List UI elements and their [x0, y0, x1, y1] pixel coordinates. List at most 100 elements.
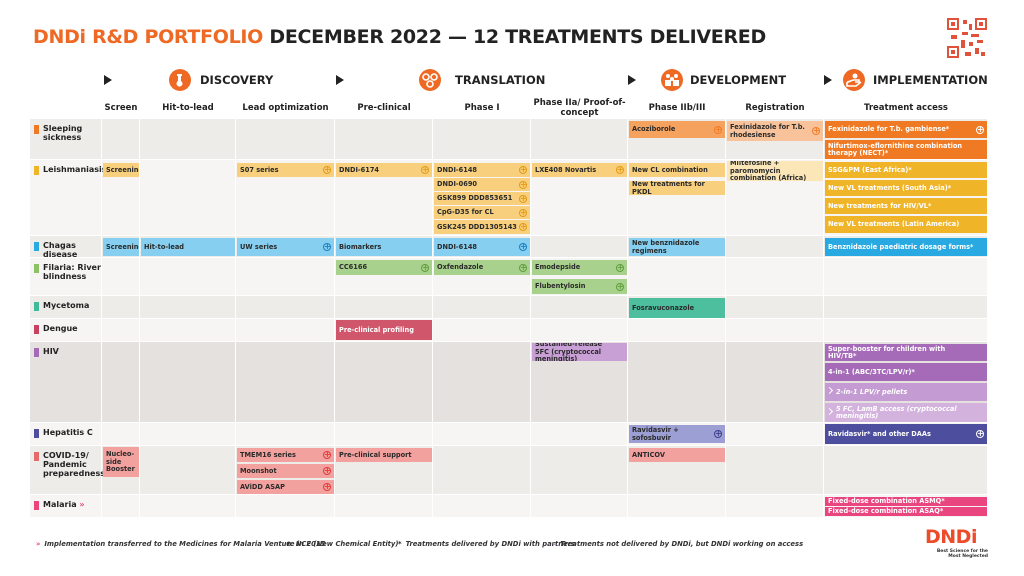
project-label: 4-in-1 (ABC/3TC/LPV/r)* [828, 367, 915, 376]
column-header: Phase I [464, 103, 500, 113]
column-header: Lead optimization [242, 103, 329, 113]
grid-cell [102, 319, 139, 341]
disease-marker [34, 429, 39, 438]
access-chevron [825, 386, 834, 395]
access-chevron [825, 407, 834, 415]
grid-cell [726, 296, 823, 318]
nce-icon: + [519, 179, 527, 189]
column-header: Pre-clinical [357, 103, 411, 113]
project-box: Pre-clinical support [336, 448, 432, 462]
disease-label: Sleeping sickness [43, 124, 83, 142]
project-box: TMEM16 series + [237, 448, 334, 462]
disease-marker [34, 264, 39, 273]
grid-cell [726, 342, 823, 422]
grid-cell [335, 495, 432, 517]
stage-icon [661, 69, 683, 91]
nce-icon: + [519, 165, 527, 174]
grid-cell [531, 495, 627, 517]
project-label: CC6166 [339, 263, 368, 272]
stage-icon [169, 69, 191, 91]
grid-cell [236, 495, 334, 517]
grid-cell [531, 423, 627, 445]
project-label: 5 FC, LamB access (cryptococcal meningit… [836, 404, 957, 420]
nce-icon: + [519, 207, 527, 217]
project-label: Screening [106, 242, 139, 251]
project-box: Biomarkers [336, 238, 432, 256]
disease-marker [34, 501, 39, 510]
stage-label: IMPLEMENTATION [873, 73, 988, 87]
project-label: Flubentylosin [535, 282, 586, 291]
grid-cell [102, 119, 139, 159]
grid-cell [140, 423, 235, 445]
project-label: Hit-to-lead [144, 242, 184, 251]
project-box: Miltefosine + paromomycin combination (A… [727, 161, 823, 181]
stage-arrow [336, 75, 344, 85]
project-label: Fexinidazole for T.b. rhodesiense [730, 123, 805, 139]
nce-icon: + [616, 262, 624, 272]
grid-cell [236, 423, 334, 445]
grid-cell [726, 236, 823, 257]
disease-label: Hepatitis C [43, 428, 93, 437]
grid-cell [824, 296, 987, 318]
stage-label: TRANSLATION [455, 73, 546, 87]
project-box: 4-in-1 (ABC/3TC/LPV/r)* [825, 363, 987, 381]
project-label: DNDI-6148 [437, 165, 478, 174]
project-box: UW series + [237, 238, 334, 256]
disease-label: Chagas disease [43, 241, 78, 259]
nce-icon: + [519, 242, 527, 251]
project-box: Screening [103, 238, 139, 256]
disease-marker [34, 452, 39, 461]
stage-icon [843, 69, 865, 91]
project-label: DNDI-0690 [437, 180, 478, 189]
project-box: AViDD ASAP + [237, 480, 334, 494]
logo: DNDi [925, 526, 977, 548]
project-box: Screening [103, 163, 139, 177]
legend-text: Treatments delivered by DNDi with partne… [405, 540, 576, 548]
grid-cell [236, 319, 334, 341]
project-label: UW series [240, 242, 278, 251]
project-label: New benznidazole regimens [632, 239, 700, 255]
nce-icon: + [519, 222, 527, 231]
project-label: Nucleo-side Booster [106, 450, 135, 474]
project-label: Screening [106, 165, 139, 174]
grid-cell [236, 119, 334, 159]
disease-marker [34, 242, 39, 251]
project-box: Sustained-release 5FC (cryptococcal meni… [532, 343, 627, 361]
nce-icon: + [323, 450, 331, 459]
nce-icon: + [976, 429, 984, 438]
stage-arrow [104, 75, 112, 85]
grid-cell [726, 446, 823, 494]
project-label: Fosravuconazole [632, 303, 695, 312]
project-label: Miltefosine + paromomycin combination (A… [730, 161, 807, 181]
project-box: DNDI-6148 + [434, 163, 530, 177]
grid-cell [726, 319, 823, 341]
grid-cell [335, 119, 432, 159]
project-label: 2-in-1 LPV/r pellets [836, 387, 908, 396]
project-label: Moonshot [240, 466, 277, 475]
project-label: GSK245 DDD1305143 [437, 222, 517, 231]
nce-icon: + [421, 165, 429, 174]
disease-marker [34, 348, 39, 357]
stage-label: DISCOVERY [200, 73, 274, 87]
grid-cell [726, 495, 823, 517]
grid-cell [824, 258, 987, 295]
project-label: TMEM16 series [240, 450, 296, 459]
project-box: New treatments for HIV/VL* [825, 198, 987, 214]
project-label: New VL treatments (Latin America) [828, 220, 960, 229]
disease-label: COVID-19/ Pandemic preparedness [43, 451, 105, 478]
legend-text: NCE (New Chemical Entity) [295, 540, 399, 548]
nce-icon: + [616, 165, 624, 174]
grid-cell [433, 319, 530, 341]
project-box: ANTICOV [629, 448, 725, 462]
grid-cell [531, 319, 627, 341]
grid-cell [102, 296, 139, 318]
project-box: Hit-to-lead [141, 238, 235, 256]
grid-cell [30, 119, 101, 159]
project-label: Sustained-release 5FC (cryptococcal meni… [535, 343, 603, 361]
project-label: Fixed-dose combination ASAQ* [828, 507, 944, 516]
project-box: New VL treatments (Latin America) [825, 216, 987, 233]
disease-marker [34, 325, 39, 334]
project-box: New treatments for PKDL [629, 181, 725, 195]
stage-icon [419, 69, 441, 91]
column-header: Treatment access [863, 103, 948, 113]
